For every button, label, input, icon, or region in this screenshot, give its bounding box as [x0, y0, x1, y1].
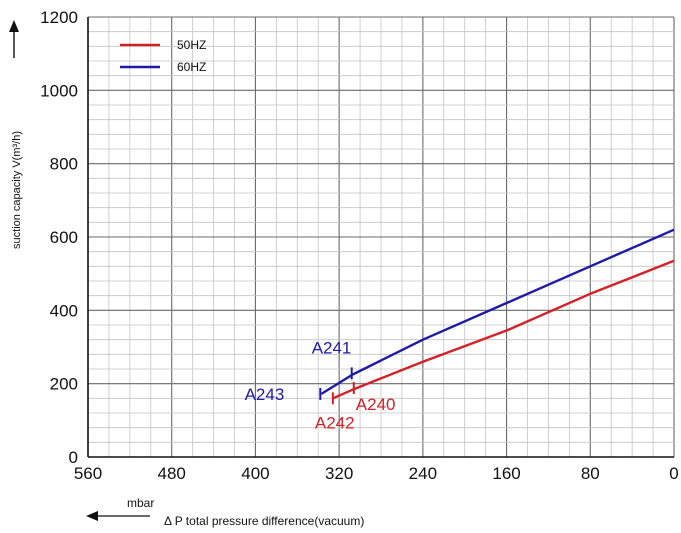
y-tick-label: 200	[50, 375, 78, 394]
x-tick-label: 240	[409, 464, 437, 483]
x-axis-unit: mbar	[127, 496, 154, 510]
tick-labels: 560 480 400 320 240 160 80 00200400600800100012…	[40, 8, 679, 483]
x-tick-label: 560	[74, 464, 102, 483]
x-tick-label: 0	[669, 464, 678, 483]
legend-label-50hz: 50HZ	[177, 38, 206, 52]
annotation-label: A241	[312, 338, 352, 357]
annotation-label: A242	[315, 413, 355, 432]
y-axis-arrow-head	[9, 20, 19, 32]
x-tick-label: 480	[158, 464, 186, 483]
series-line-60hz	[320, 228, 675, 395]
legend-label-60hz: 60HZ	[177, 60, 206, 74]
axes	[9, 17, 674, 458]
x-axis-arrow	[86, 511, 150, 521]
y-tick-label: 400	[50, 301, 78, 320]
y-tick-label: 800	[50, 155, 78, 174]
y-tick-label: 1000	[40, 81, 78, 100]
x-tick-label: 160	[492, 464, 520, 483]
y-tick-label: 0	[69, 448, 78, 467]
x-tick-label: 400	[241, 464, 269, 483]
series-line-50hz	[332, 259, 675, 400]
annotation-label: A240	[356, 395, 396, 414]
x-tick-label: 80	[581, 464, 600, 483]
y-axis-label: suction capacity V(m³/h)	[11, 131, 23, 249]
grid	[87, 16, 675, 458]
y-tick-label: 1200	[40, 8, 78, 27]
annotation-label: A243	[245, 385, 285, 404]
y-tick-label: 600	[50, 228, 78, 247]
series-lines	[320, 228, 675, 400]
x-tick-label: 320	[325, 464, 353, 483]
legend: 50HZ 60HZ	[120, 38, 206, 74]
x-axis-label: Δ P total pressure difference(vacuum)	[164, 514, 364, 528]
